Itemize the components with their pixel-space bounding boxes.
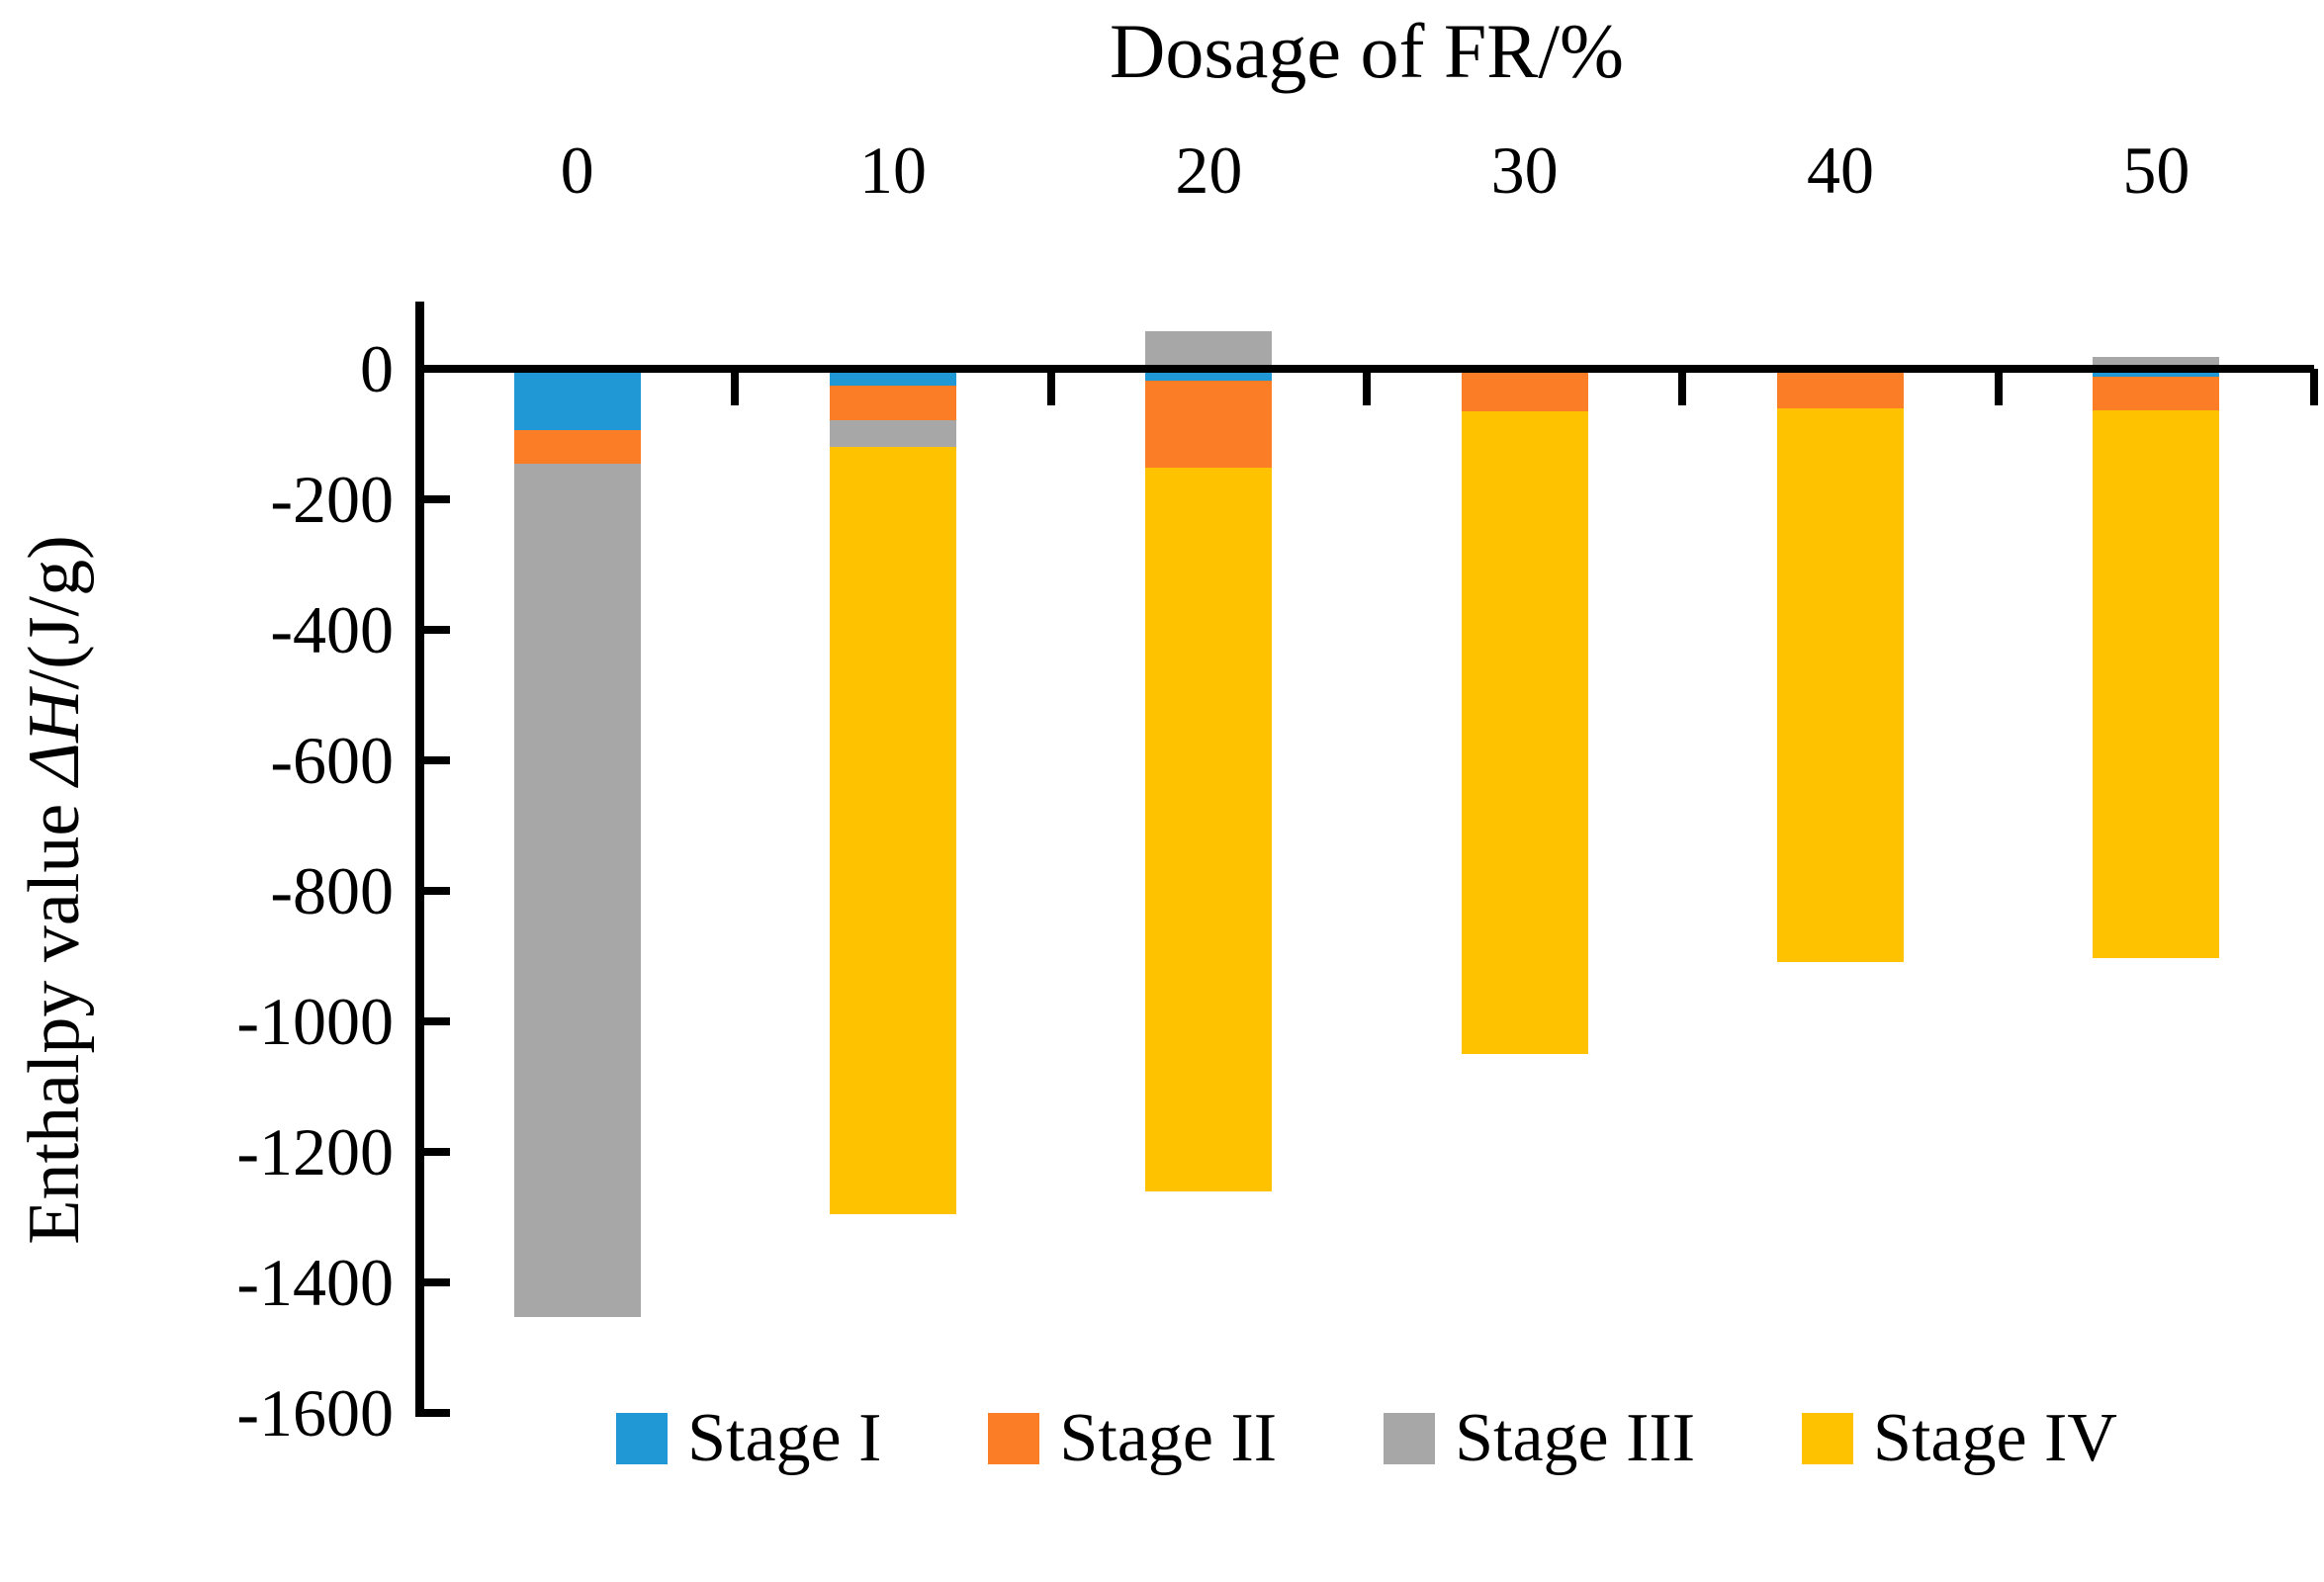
x-axis-tick	[1678, 369, 1687, 405]
legend-label: Stage I	[687, 1400, 882, 1476]
bar-segment-stage-iv	[2093, 410, 2220, 958]
x-tick-label: 20	[1175, 132, 1243, 208]
legend-swatch-icon	[1802, 1413, 1854, 1464]
x-axis-tick	[1046, 369, 1055, 405]
legend: Stage I Stage II Stage III Stage IV	[419, 1404, 2314, 1473]
legend-label: Stage IV	[1873, 1400, 2117, 1476]
y-axis-tick	[424, 1278, 450, 1286]
chart-title: Dosage of FR/%	[1110, 8, 1624, 94]
legend-label: Stage III	[1455, 1400, 1696, 1476]
y-tick-label: 0	[360, 331, 394, 406]
y-axis-tick	[424, 887, 450, 895]
y-axis-tick	[424, 495, 450, 503]
y-axis-tick	[424, 756, 450, 764]
y-axis-title-symbol: ΔH	[14, 689, 95, 786]
legend-swatch-icon	[1384, 1413, 1436, 1464]
x-tick-label: 30	[1490, 132, 1559, 208]
y-tick-label: -1400	[236, 1245, 394, 1320]
y-axis-tick	[424, 1017, 450, 1025]
bar-segment-stage-iii	[1145, 331, 1273, 369]
legend-label: Stage II	[1059, 1400, 1278, 1476]
y-tick-label: -400	[270, 592, 394, 667]
y-tick-label: -1600	[236, 1375, 394, 1450]
y-tick-label: -600	[270, 723, 394, 798]
bar-segment-stage-i	[1145, 369, 1273, 381]
legend-item-stage-i: Stage I	[616, 1404, 881, 1473]
legend-swatch-icon	[616, 1413, 669, 1464]
x-axis-tick	[1994, 369, 2003, 405]
bar-segment-stage-iv	[1777, 407, 1904, 962]
bar-segment-stage-ii	[830, 386, 956, 421]
bar-segment-stage-iii	[2093, 357, 2220, 369]
y-tick-label: -800	[270, 853, 394, 928]
bar-segment-stage-ii	[1777, 369, 1904, 408]
bar-segment-stage-ii	[513, 430, 641, 465]
bar-segment-stage-iii	[513, 464, 641, 1317]
legend-item-stage-ii: Stage II	[988, 1404, 1277, 1473]
y-tick-label: -200	[270, 462, 394, 537]
legend-item-stage-iv: Stage IV	[1802, 1404, 2117, 1473]
x-axis-tick	[2310, 369, 2318, 405]
bar-segment-stage-iii	[830, 420, 956, 448]
y-tick-label: -1200	[236, 1114, 394, 1189]
x-axis-tick	[1363, 369, 1371, 405]
bar-segment-stage-ii	[1461, 369, 1588, 411]
legend-item-stage-iii: Stage III	[1384, 1404, 1695, 1473]
bar-segment-stage-ii	[2093, 376, 2220, 411]
bar-segment-stage-iv	[1145, 467, 1273, 1192]
bar-segment-stage-ii	[1145, 380, 1273, 468]
bar-segment-stage-i	[513, 369, 641, 431]
x-tick-label: 10	[859, 132, 927, 208]
y-tick-label: -1000	[236, 984, 394, 1059]
y-axis-tick	[424, 1148, 450, 1156]
x-tick-label: 50	[2122, 132, 2190, 208]
x-tick-label: 40	[1807, 132, 1874, 208]
y-axis-title-prefix: Enthalpy value	[14, 785, 95, 1245]
bar-segment-stage-iv	[1461, 410, 1588, 1054]
bar-segment-stage-iv	[830, 447, 956, 1215]
y-axis-title-suffix: /(J/g)	[14, 535, 95, 690]
legend-swatch-icon	[988, 1413, 1040, 1464]
bar-segment-stage-i	[830, 369, 956, 387]
y-axis-title: Enthalpy value ΔH/(J/g)	[9, 198, 100, 1582]
y-axis-line	[415, 302, 424, 1417]
x-tick-label: 0	[560, 132, 594, 208]
x-axis-tick	[731, 369, 740, 405]
y-axis-tick	[424, 626, 450, 634]
y-axis-tick	[424, 1409, 450, 1417]
